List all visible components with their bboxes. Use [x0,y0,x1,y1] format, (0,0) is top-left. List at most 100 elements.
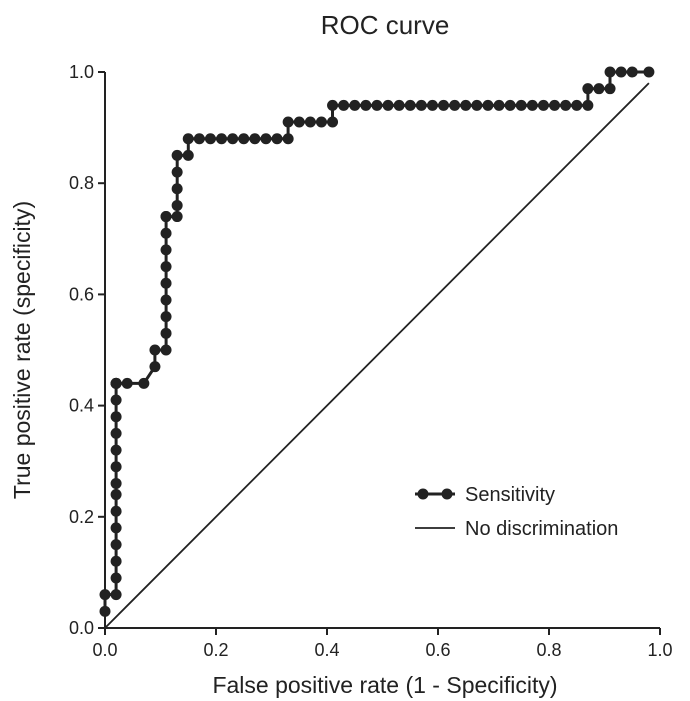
sensitivity-point [160,311,172,323]
sensitivity-point [415,99,427,111]
sensitivity-point [99,589,111,601]
sensitivity-point [110,444,122,456]
sensitivity-point [604,83,616,95]
no-discrimination-line [104,82,650,629]
x-axis-label: False positive rate (1 - Specificity) [212,672,557,698]
sensitivity-point [349,99,361,111]
sensitivity-point [182,133,194,145]
sensitivity-point [338,99,350,111]
sensitivity-point [171,183,183,195]
sensitivity-point [160,294,172,306]
sensitivity-point [110,477,122,489]
sensitivity-point [260,133,272,145]
legend-sensitivity-label: Sensitivity [465,484,555,506]
legend-sensitivity-marker [417,488,429,500]
y-axis-label: True positive rate (specificity) [9,201,35,499]
sensitivity-point [160,261,172,273]
sensitivity-point [626,66,638,78]
y-tick-label: 0.4 [69,396,94,416]
axes [104,72,660,629]
sensitivity-point [582,83,594,95]
sensitivity-point [582,99,594,111]
sensitivity-point [549,99,561,111]
sensitivity-point [160,244,172,256]
sensitivity-point [110,411,122,423]
sensitivity-point [149,344,161,356]
sensitivity-point [171,149,183,161]
sensitivity-point [515,99,527,111]
sensitivity-point [371,99,383,111]
x-tick-label: 0.8 [536,640,561,660]
sensitivity-point [404,99,416,111]
sensitivity-point [593,83,605,95]
y-tick-label: 1.0 [69,62,94,82]
sensitivity-point [110,539,122,551]
ticks: 0.0 0.2 0.4 0.6 0.8 1.0 0.0 0.2 0.4 0.6 0.8 1.0 [69,62,673,660]
sensitivity-point [360,99,372,111]
sensitivity-point [110,489,122,501]
sensitivity-point [537,99,549,111]
sensitivity-point [171,211,183,223]
sensitivity-point [327,99,339,111]
sensitivity-point [160,211,172,223]
sensitivity-point [193,133,205,145]
sensitivity-point [171,166,183,178]
sensitivity-point [216,133,228,145]
sensitivity-point [110,555,122,567]
sensitivity-point [482,99,494,111]
sensitivity-point [99,605,111,617]
chart-title: ROC curve [321,10,450,40]
sensitivity-point [149,361,161,373]
y-tick-label: 0.8 [69,173,94,193]
sensitivity-point [293,116,305,128]
sensitivity-point [526,99,538,111]
x-tick-label: 0.0 [92,640,117,660]
sensitivity-point [160,277,172,289]
legend: Sensitivity No discrimination [415,484,618,540]
sensitivity-point [571,99,583,111]
sensitivity-point [171,199,183,211]
y-tick-label: 0.6 [69,284,94,304]
sensitivity-point [643,66,655,78]
sensitivity-point [615,66,627,78]
x-tick-label: 0.6 [425,640,450,660]
sensitivity-point [382,99,394,111]
sensitivity-point [110,377,122,389]
sensitivity-point [315,116,327,128]
sensitivity-point [182,149,194,161]
sensitivity-point [204,133,216,145]
sensitivity-point [604,66,616,78]
sensitivity-point [438,99,450,111]
series-sensitivity [99,66,655,617]
sensitivity-point [110,427,122,439]
sensitivity-point [493,99,505,111]
sensitivity-point [560,99,572,111]
sensitivity-point [449,99,461,111]
sensitivity-point [471,99,483,111]
sensitivity-point [393,99,405,111]
sensitivity-point [138,377,150,389]
legend-sensitivity-marker [441,488,453,500]
sensitivity-point [121,377,133,389]
sensitivity-point [249,133,261,145]
series-no-discrimination [104,82,650,629]
sensitivity-point [160,227,172,239]
x-tick-label: 0.2 [203,640,228,660]
sensitivity-point [110,589,122,601]
y-tick-label: 0.0 [69,618,94,638]
sensitivity-point [238,133,250,145]
sensitivity-point [110,461,122,473]
sensitivity-point [110,522,122,534]
sensitivity-point [271,133,283,145]
sensitivity-point [327,116,339,128]
x-tick-label: 0.4 [314,640,339,660]
sensitivity-point [282,116,294,128]
sensitivity-point [460,99,472,111]
sensitivity-point [426,99,438,111]
sensitivity-point [160,344,172,356]
sensitivity-point [110,572,122,584]
sensitivity-point [110,505,122,517]
sensitivity-point [504,99,516,111]
